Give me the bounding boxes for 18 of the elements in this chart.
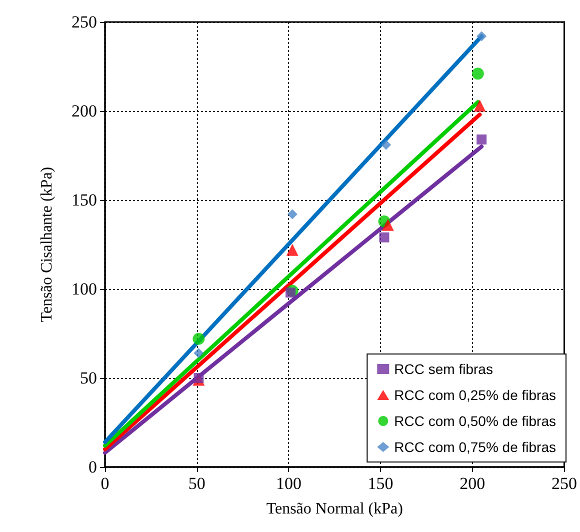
- legend-label: RCC sem fibras: [394, 361, 493, 377]
- legend-label: RCC com 0,25% de fibras: [394, 387, 556, 403]
- x-tick-label: 0: [100, 474, 110, 493]
- y-tick-label: 150: [72, 190, 97, 210]
- y-tick-label: 0: [88, 458, 97, 476]
- x-tick-label: 200: [460, 474, 486, 493]
- x-tick-label: 50: [188, 474, 206, 493]
- x-tick-label: 100: [276, 474, 302, 493]
- y-tick-label: 50: [80, 368, 97, 388]
- y-tick-label: 100: [72, 280, 97, 298]
- x-tick-label: 250: [552, 474, 577, 493]
- legend-label: RCC com 0,75% de fibras: [394, 439, 556, 455]
- legend-label: RCC com 0,50% de fibras: [394, 413, 556, 429]
- y-axis-title: Tensão Cisalhante (kPa): [38, 166, 56, 322]
- x-axis-title: Tensão Normal (kPa): [266, 500, 403, 518]
- x-tick-label: 150: [368, 474, 394, 493]
- y-tick-label: 200: [72, 102, 97, 120]
- y-tick-label: 250: [72, 12, 97, 32]
